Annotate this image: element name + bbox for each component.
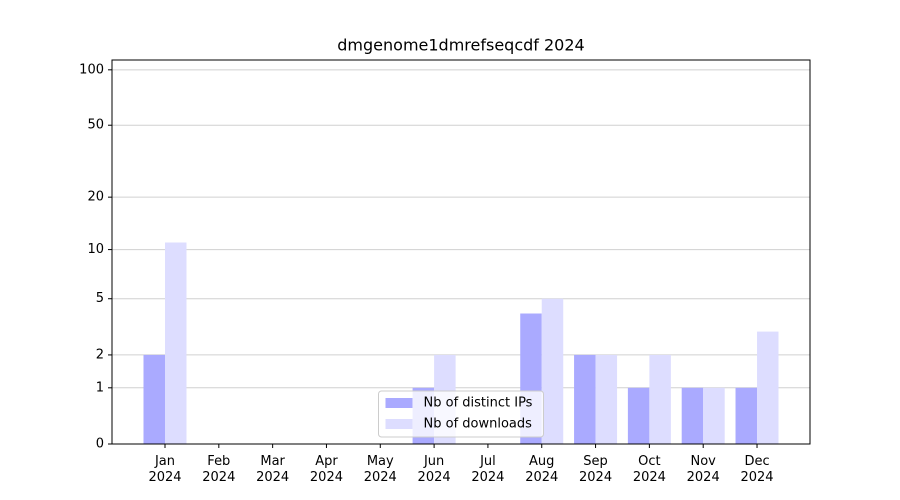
plot-frame — [111, 59, 811, 445]
x-tick-label: Jan 2024 — [148, 454, 181, 485]
legend-label: Nb of distinct IPs — [424, 396, 533, 411]
bar — [143, 354, 165, 444]
x-tick-label: Aug 2024 — [525, 454, 558, 485]
bar — [703, 387, 725, 444]
y-tick-label: 100 — [79, 62, 104, 77]
legend-swatch — [385, 419, 413, 429]
x-tick-label: Jun 2024 — [418, 454, 451, 485]
legend-box — [378, 390, 544, 438]
x-tick-label: Sep 2024 — [579, 454, 612, 485]
bar — [735, 387, 758, 444]
bar — [165, 242, 187, 444]
bar — [757, 331, 779, 444]
legend-label: Nb of downloads — [424, 417, 533, 432]
y-tick-label: 2 — [96, 347, 104, 362]
x-tick-label: Nov 2024 — [687, 454, 720, 485]
x-tick-label: Feb 2024 — [202, 454, 235, 485]
chart-title: dmgenome1dmrefseqcdf 2024 — [337, 36, 584, 55]
x-tick-label: Oct 2024 — [633, 454, 666, 485]
x-tick-label: May 2024 — [364, 454, 397, 485]
y-tick-label: 5 — [96, 291, 104, 306]
bar — [541, 298, 564, 444]
bar — [574, 354, 596, 444]
bar — [649, 354, 671, 444]
y-tick-label: 10 — [87, 242, 104, 257]
legend-swatch — [385, 398, 413, 408]
bar — [595, 354, 618, 444]
x-tick-label: Mar 2024 — [256, 454, 289, 485]
y-tick-label: 20 — [87, 190, 104, 205]
x-tick-label: Dec 2024 — [740, 454, 773, 485]
bar — [627, 387, 650, 444]
bar — [681, 387, 704, 444]
y-tick-label: 50 — [87, 118, 104, 133]
y-tick-label: 0 — [96, 437, 104, 452]
y-tick-label: 1 — [96, 380, 104, 395]
x-tick-label: Jul 2024 — [471, 454, 504, 485]
x-tick-label: Apr 2024 — [310, 454, 343, 485]
